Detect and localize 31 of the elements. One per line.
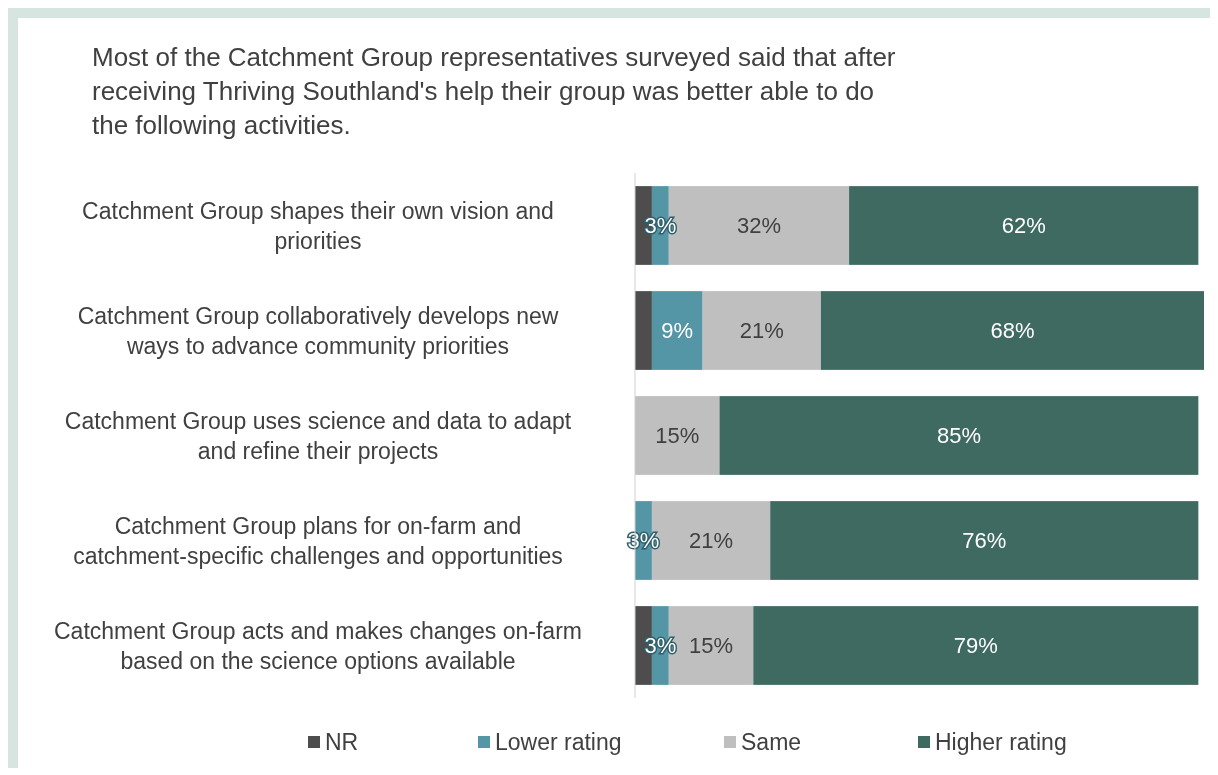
bar [753, 606, 1199, 685]
y-tick-label: Catchment Group uses science and data to adapt and refine their projects [64, 407, 572, 464]
bar [651, 291, 703, 370]
bar [635, 291, 652, 370]
bar [820, 291, 1204, 370]
bar [635, 396, 720, 475]
data-label: 15% [689, 633, 734, 659]
bar [849, 186, 1199, 265]
data-label: 15% [655, 423, 700, 449]
legend-label: Lower rating [495, 729, 622, 756]
y-tick-label: Catchment Group shapes their own vision and priorities [82, 197, 554, 254]
data-label: 85% [936, 423, 981, 449]
legend-label: Same [741, 729, 802, 756]
data-label: 3% [627, 528, 660, 554]
legend-label: NR [325, 729, 359, 756]
data-label: 62% [1001, 213, 1046, 239]
y-tick-label: Catchment Group plans for on-farm and catchment-specific challenges and opportunities [73, 512, 563, 569]
data-label: 21% [739, 318, 784, 344]
legend-label: Higher rating [935, 729, 1067, 756]
bar [702, 291, 821, 370]
chart-title: Most of the Catchment Group representatives surveyed said that after receiving Thriving Southland's help their group was better able to do the following activities. [92, 42, 896, 140]
y-tick-label: Catchment Group acts and makes changes on-farm based on the science options available [54, 617, 582, 674]
bar [719, 396, 1199, 475]
data-label: 68% [990, 318, 1035, 344]
data-label: 76% [962, 528, 1007, 554]
bar [770, 501, 1199, 580]
y-tick-label: Catchment Group collaboratively develops new ways to advance community priorities [77, 302, 559, 359]
data-label: 32% [736, 213, 781, 239]
data-label: 79% [953, 633, 998, 659]
data-label: 21% [689, 528, 734, 554]
data-label: 9% [661, 318, 694, 344]
